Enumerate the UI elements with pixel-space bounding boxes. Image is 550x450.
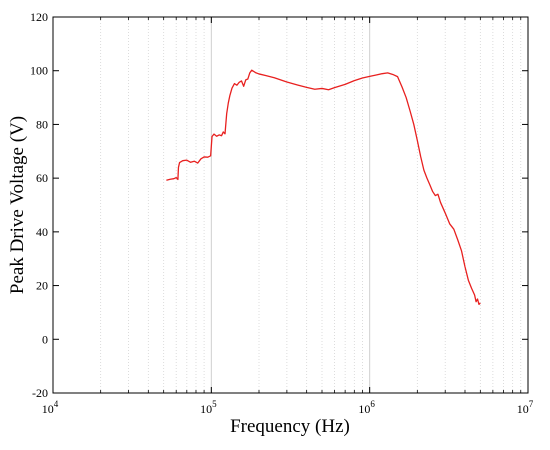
y-tick-label: 60 xyxy=(36,171,48,185)
y-tick-label: 40 xyxy=(36,225,48,239)
y-tick-label: 80 xyxy=(36,117,48,131)
x-axis-title: Frequency (Hz) xyxy=(230,416,350,437)
x-tick-label: 104 xyxy=(42,399,59,416)
x-tick-label: 106 xyxy=(358,399,375,416)
x-tick-label: 105 xyxy=(200,399,217,416)
y-tick-label: -20 xyxy=(32,386,48,400)
x-tick-label: 107 xyxy=(517,399,534,416)
plot-frame xyxy=(52,16,529,394)
y-tick-label: 20 xyxy=(36,279,48,293)
tick-marks xyxy=(52,16,529,394)
y-tick-label: 100 xyxy=(30,64,48,78)
series-line xyxy=(166,69,481,306)
series-layer xyxy=(166,69,481,306)
y-axis-title: Peak Drive Voltage (V) xyxy=(7,116,28,294)
y-tick-label: 0 xyxy=(42,332,48,346)
grid-lines xyxy=(100,17,522,393)
y-tick-label: 120 xyxy=(30,10,48,24)
tick-labels: 104 105 106 107 -20 0 20 40 60 80 100 120 xyxy=(30,10,534,416)
